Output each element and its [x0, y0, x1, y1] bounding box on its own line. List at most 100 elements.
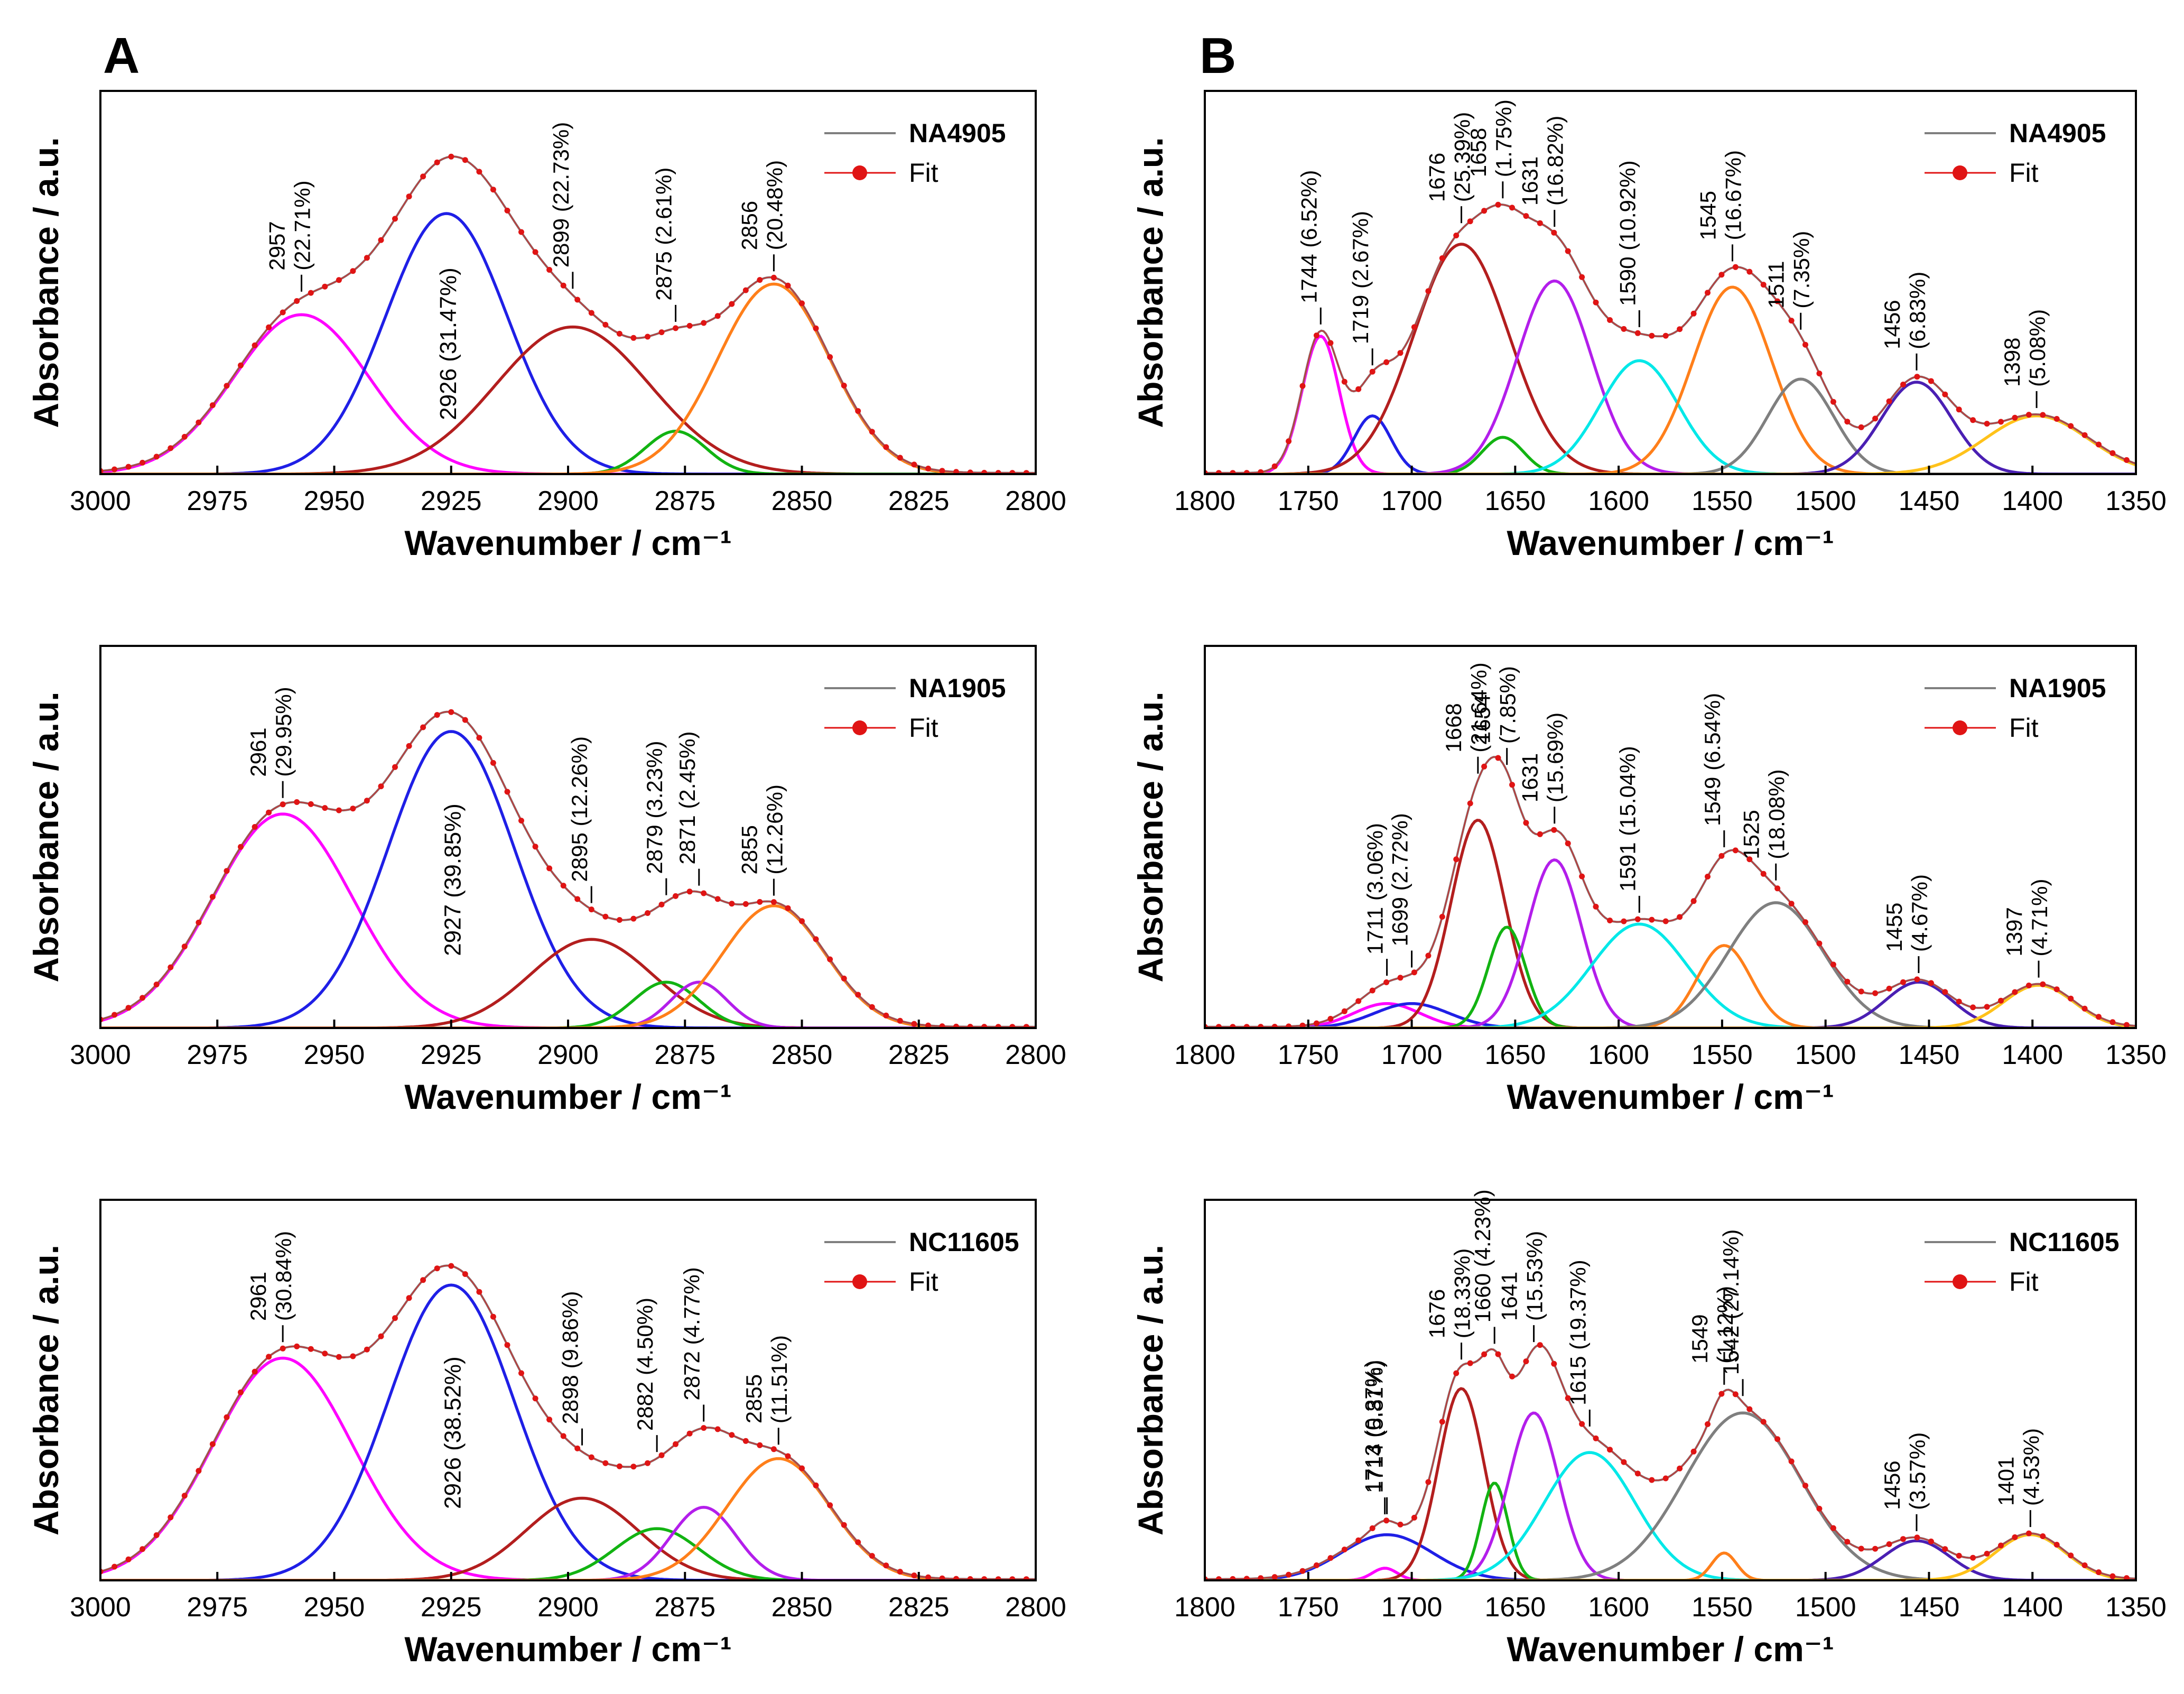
fit-marker [1886, 985, 1892, 992]
x-axis-label: Wavenumber / cm⁻¹ [1507, 1077, 1834, 1116]
fit-marker [1718, 853, 1725, 859]
x-tick-label: 1550 [1692, 486, 1753, 516]
peak-label-1713: 1713 (0.37%) [1361, 1360, 1386, 1493]
peak-label-2855: (11.51%) [767, 1335, 792, 1423]
peak-label-1631: 1631 [1518, 753, 1542, 802]
peak-label-1656: 1658 [1466, 128, 1491, 177]
fit-marker [2109, 1019, 2116, 1025]
fit-marker [1621, 918, 1627, 924]
peak-label-1676: (25.39%) [1450, 112, 1475, 202]
fit-marker [1830, 399, 1836, 405]
fit-marker [939, 1575, 945, 1580]
fit-marker [1746, 1406, 1753, 1412]
peak-label-1656: (1.75%) [1491, 99, 1516, 177]
fit-marker [574, 1445, 581, 1451]
peak-label-1654: 1654 [1470, 695, 1495, 744]
fit-marker [1984, 1551, 1990, 1557]
fit-marker [1634, 916, 1641, 922]
fit-marker [855, 408, 861, 414]
fit-marker [448, 1263, 454, 1269]
peak-2856-line [100, 904, 1036, 1028]
fit-marker [1453, 1370, 1460, 1376]
fit-marker [686, 888, 693, 895]
fit-marker [1690, 898, 1697, 904]
fit-marker [1258, 1575, 1264, 1580]
peak-1401-line [1205, 1533, 2136, 1580]
y-axis-label: Absorbance / a.u. [26, 1245, 66, 1535]
peak-2855-line [100, 1457, 1036, 1580]
fit-marker [757, 899, 763, 905]
fit-marker [266, 1354, 272, 1360]
fit-marker [939, 1023, 945, 1028]
x-tick-label: 2900 [537, 1592, 599, 1623]
peak-label-1401: (4.53%) [2019, 1428, 2043, 1506]
fit-marker [1271, 1574, 1278, 1580]
legend-fit-marker [1953, 720, 1967, 735]
x-tick-label: 1700 [1381, 1040, 1443, 1070]
x-tick-label: 2975 [187, 1040, 248, 1070]
y-axis-label: Absorbance / a.u. [26, 691, 66, 982]
fit-marker [209, 402, 216, 409]
fit-marker [1928, 1538, 1934, 1544]
fit-marker [1299, 1568, 1306, 1574]
peak-label-1660: 1660 (4.23%) [1470, 1189, 1495, 1322]
peak-label-1456: (6.83%) [1905, 272, 1930, 349]
peak-label-2957: 2957 [265, 221, 290, 270]
x-tick-label: 2875 [654, 486, 715, 516]
peak-label-1712: 1711 (3.06%) [1363, 823, 1388, 955]
x-tick-label: 1650 [1484, 1040, 1546, 1070]
fit-marker [1649, 917, 1655, 923]
x-tick-label: 2825 [888, 1592, 950, 1623]
fit-marker [434, 159, 440, 165]
peak-label-2961: (29.95%) [271, 687, 296, 776]
fit-marker [785, 282, 791, 289]
fit-marker [476, 1289, 482, 1295]
fit-marker [1383, 359, 1390, 365]
fit-marker [406, 743, 412, 749]
x-tick-label: 1500 [1795, 486, 1856, 516]
peak-1744-line [1205, 335, 2136, 474]
fit-marker [462, 1271, 468, 1277]
fit-marker [1495, 201, 1501, 208]
fit-marker [1537, 1342, 1543, 1348]
legend-fit-marker [1953, 1274, 1967, 1289]
fit-marker [224, 383, 230, 389]
peak-1398-line [1205, 414, 2136, 474]
peak-1524-line [1205, 901, 2136, 1028]
fit-marker [2012, 989, 2018, 995]
fit-marker [153, 1532, 160, 1538]
spectrum-line [1205, 756, 2136, 1028]
peak-label-2925: 2926 (38.52%) [440, 1356, 466, 1509]
peak-2895-line [100, 938, 1036, 1028]
fit-marker [294, 1343, 300, 1349]
peak-label-2879: 2879 (3.23%) [642, 740, 667, 874]
fit-marker [2081, 432, 2088, 438]
peak-1700-line [1205, 1002, 2136, 1028]
x-tick-label: 2950 [304, 1040, 365, 1070]
fit-marker [448, 709, 454, 715]
fit-marker [2081, 1562, 2088, 1568]
fit-marker [630, 915, 637, 922]
fit-marker [336, 277, 342, 283]
peak-label-2926: 2926 (31.47%) [435, 267, 461, 420]
fit-marker [1690, 1448, 1697, 1455]
x-tick-label: 2800 [1005, 1040, 1066, 1070]
fit-marker [2081, 1005, 2088, 1012]
peak-label-1524: 1525 [1739, 810, 1764, 859]
fit-marker [770, 274, 777, 281]
fit-marker [645, 334, 650, 340]
fit-marker [1886, 398, 1892, 404]
fit-marker [869, 429, 875, 435]
fit-marker [476, 169, 482, 175]
peak-1397-line [1205, 984, 2136, 1028]
fit-marker [153, 982, 160, 988]
fit-marker [2025, 983, 2032, 988]
fit-marker [799, 918, 805, 924]
fit-marker [799, 300, 805, 307]
fit-marker [2109, 450, 2116, 456]
peak-label-1631: (16.82%) [1543, 116, 1568, 206]
peak-label-1631: (15.69%) [1543, 712, 1568, 802]
peak-label-1676: 1676 [1425, 1289, 1449, 1338]
fit-marker [1467, 1360, 1473, 1366]
peak-label-2961: 2961 [246, 1272, 271, 1321]
